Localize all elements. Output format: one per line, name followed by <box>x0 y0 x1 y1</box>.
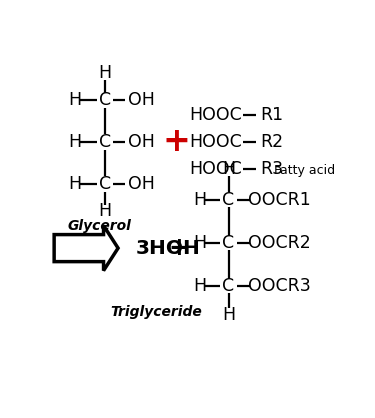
Text: H: H <box>222 160 235 178</box>
Text: H: H <box>68 91 81 109</box>
Text: R3: R3 <box>261 160 284 178</box>
Text: H: H <box>98 202 112 220</box>
Text: H: H <box>98 64 112 82</box>
Polygon shape <box>54 226 118 270</box>
Text: R2: R2 <box>261 133 284 151</box>
Text: H: H <box>222 306 235 324</box>
Text: OH: OH <box>128 133 155 151</box>
Text: C: C <box>222 191 235 209</box>
Text: C: C <box>222 234 235 252</box>
Text: H: H <box>68 133 81 151</box>
Text: Fatty acid: Fatty acid <box>273 164 334 177</box>
Text: +: + <box>169 236 189 260</box>
Text: C: C <box>99 175 111 193</box>
Text: +: + <box>162 125 190 158</box>
Text: H: H <box>68 175 81 193</box>
Text: C: C <box>99 91 111 109</box>
Text: OOCR2: OOCR2 <box>248 234 311 252</box>
Text: HOOC: HOOC <box>189 105 242 124</box>
Text: OOCR1: OOCR1 <box>248 191 311 209</box>
Text: HOOC: HOOC <box>189 160 242 178</box>
Text: C: C <box>222 277 235 295</box>
Text: H: H <box>193 191 206 209</box>
Text: H: H <box>193 234 206 252</box>
Text: Glycerol: Glycerol <box>67 219 131 232</box>
Text: 3HOH: 3HOH <box>135 239 200 257</box>
Text: R1: R1 <box>261 105 284 124</box>
Text: C: C <box>99 133 111 151</box>
Text: OH: OH <box>128 91 155 109</box>
Text: OH: OH <box>128 175 155 193</box>
Text: HOOC: HOOC <box>189 133 242 151</box>
Text: H: H <box>193 277 206 295</box>
Text: Triglyceride: Triglyceride <box>111 306 202 319</box>
Text: OOCR3: OOCR3 <box>248 277 311 295</box>
